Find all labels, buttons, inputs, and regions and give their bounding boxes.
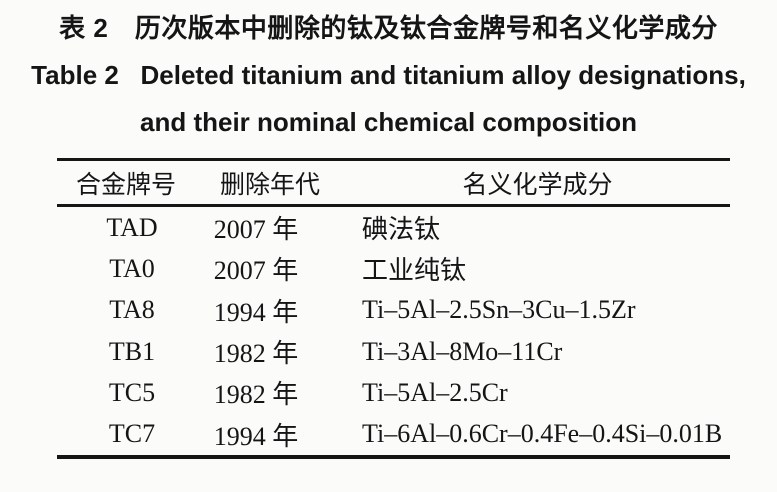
deletion-year-cell: 1994 年 <box>213 297 299 327</box>
alloy-designation-cell: TC5 <box>108 377 156 407</box>
table-row: TB1 1982 年 Ti–3Al–8Mo–11Cr <box>57 331 730 372</box>
composition-cell: Ti–6Al–0.6Cr–0.4Fe–0.4Si–0.01B <box>362 419 723 449</box>
table-header-row: 合金牌号 删除年代 名义化学成分 <box>57 161 730 207</box>
alloy-designation-cell: TAD <box>106 212 158 242</box>
alloy-designation-cell: TC7 <box>108 419 156 449</box>
alloy-designation-cell: TA8 <box>109 295 155 325</box>
table-row: TA0 2007 年 工业纯钛 <box>57 248 730 289</box>
composition-cell: 工业纯钛 <box>362 256 467 286</box>
deletion-year-cell: 1982 年 <box>213 380 299 410</box>
alloy-designation-cell: TB1 <box>108 336 156 366</box>
alloy-designation-cell: TA0 <box>109 253 155 283</box>
alloy-table: 合金牌号 删除年代 名义化学成分 TAD 2007 年碘法钛 TA0 2007 年工业… <box>57 158 730 459</box>
table-body: TAD 2007 年碘法钛 TA0 2007 年工业纯钛 TA8 1994 年 Ti–5Al… <box>57 207 730 455</box>
column-header-composition: 名义化学成分 <box>462 171 613 199</box>
column-header-designation: 合金牌号 <box>75 171 176 199</box>
table-row: TAD 2007 年 碘法钛 <box>57 207 730 248</box>
column-header-deletion-year: 删除年代 <box>219 171 320 199</box>
table-caption-chinese: 表 2 历次版本中删除的钛及钛合金牌号和名义化学成分 <box>59 13 718 43</box>
deletion-year-cell: 2007 年 <box>213 256 299 286</box>
table-row: TC7 1994 年 Ti–6Al–0.6Cr–0.4Fe–0.4Si–0.01B <box>57 414 730 455</box>
deletion-year-cell: 1994 年 <box>213 421 299 451</box>
composition-cell: 碘法钛 <box>362 215 441 245</box>
composition-cell: Ti–5Al–2.5Cr <box>362 377 508 407</box>
composition-cell: Ti–3Al–8Mo–11Cr <box>362 336 563 366</box>
deletion-year-cell: 1982 年 <box>213 339 299 369</box>
composition-cell: Ti–5Al–2.5Sn–3Cu–1.5Zr <box>362 295 636 325</box>
deletion-year-cell: 2007 年 <box>213 215 299 245</box>
table-row: TA8 1994 年 Ti–5Al–2.5Sn–3Cu–1.5Zr <box>57 290 730 331</box>
table-caption-english-line1: Table 2 Deleted titanium and titanium al… <box>31 60 746 90</box>
table-caption-english-line2: and their nominal chemical composition <box>140 107 637 137</box>
table-row: TC5 1982 年 Ti–5Al–2.5Cr <box>57 372 730 413</box>
